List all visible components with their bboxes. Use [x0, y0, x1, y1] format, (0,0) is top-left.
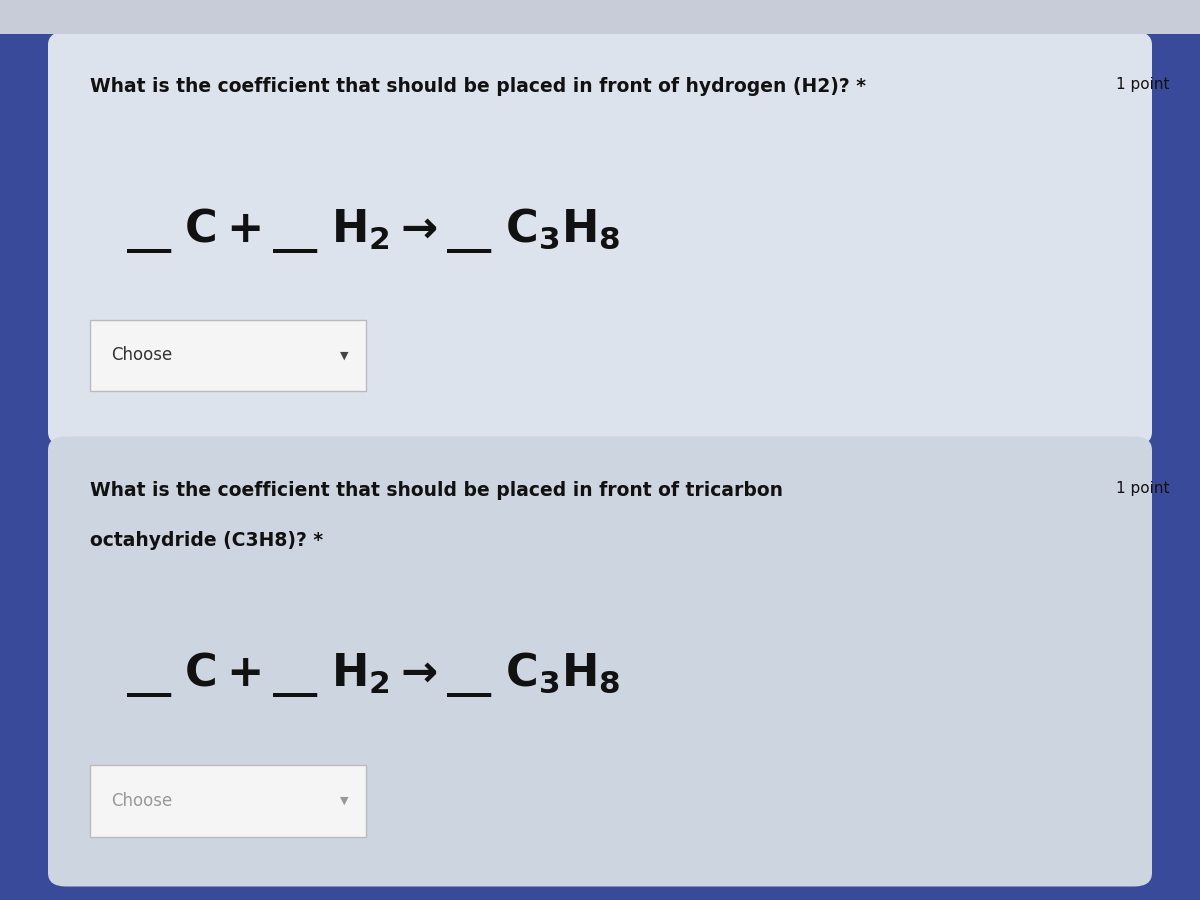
Text: What is the coefficient that should be placed in front of tricarbon: What is the coefficient that should be p… — [90, 482, 784, 500]
Text: Choose: Choose — [112, 346, 173, 364]
FancyBboxPatch shape — [90, 320, 366, 392]
FancyBboxPatch shape — [48, 436, 1152, 886]
FancyBboxPatch shape — [90, 765, 366, 837]
FancyBboxPatch shape — [48, 32, 1152, 445]
Text: octahydride (C3H8)? *: octahydride (C3H8)? * — [90, 531, 323, 550]
Text: ▼: ▼ — [340, 796, 349, 806]
Text: $\mathbf{\_\_ \ C + \_\_ \ H_2 \rightarrow \_\_ \ C_3H_8}$: $\mathbf{\_\_ \ C + \_\_ \ H_2 \rightarr… — [126, 650, 620, 698]
Text: 1 point: 1 point — [1116, 482, 1170, 497]
Text: 1 point: 1 point — [1116, 76, 1170, 92]
Text: $\mathbf{\_\_ \ C + \_\_ \ H_2 \rightarrow \_\_ \ C_3H_8}$: $\mathbf{\_\_ \ C + \_\_ \ H_2 \rightarr… — [126, 206, 620, 256]
Text: What is the coefficient that should be placed in front of hydrogen (H2)? *: What is the coefficient that should be p… — [90, 76, 866, 95]
Text: ▼: ▼ — [340, 350, 349, 361]
Text: Choose: Choose — [112, 792, 173, 810]
FancyBboxPatch shape — [0, 0, 1200, 34]
